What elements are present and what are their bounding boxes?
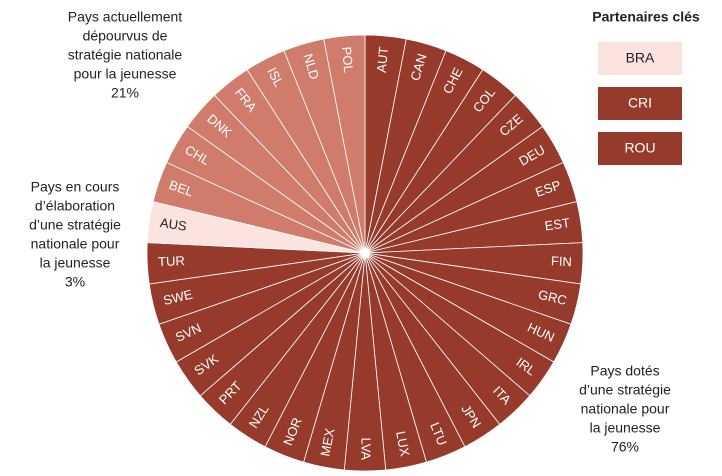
slice-label: POL bbox=[339, 46, 356, 73]
group-value-label: 21% bbox=[111, 85, 139, 101]
slice-label: EST bbox=[544, 215, 571, 233]
slice-label: MEX bbox=[317, 427, 337, 458]
group-value-label: 76% bbox=[611, 439, 639, 455]
slice-label: FIN bbox=[551, 253, 573, 269]
legend-label: BRA bbox=[626, 50, 655, 66]
legend-title: Partenaires clés bbox=[592, 9, 700, 25]
slice-label: SWE bbox=[162, 286, 195, 308]
legend-swatch bbox=[598, 87, 682, 120]
slice-label: NLD bbox=[300, 52, 322, 81]
group-label: Pays en cours bbox=[31, 179, 120, 195]
legend-label: ROU bbox=[624, 140, 655, 156]
pie-slice bbox=[323, 34, 366, 254]
group-label: Pays dotés bbox=[590, 363, 659, 379]
group-label: stratégie nationale bbox=[68, 47, 183, 63]
group-label: Pays actuellement bbox=[68, 9, 183, 25]
slice-label: LUX bbox=[393, 430, 413, 458]
slice-label: AUS bbox=[159, 215, 188, 234]
group-label: la jeunesse bbox=[40, 255, 111, 271]
slice-label: TUR bbox=[158, 253, 185, 269]
group-label: d’élaboration bbox=[35, 198, 115, 214]
group-label: nationale pour bbox=[581, 401, 670, 417]
slice-label: AUT bbox=[374, 46, 391, 73]
group-label: d’une stratégie bbox=[29, 217, 121, 233]
legend-label: CRI bbox=[628, 95, 652, 111]
legend-swatch bbox=[598, 42, 682, 75]
slice-label: GRC bbox=[537, 287, 569, 308]
legend-swatch bbox=[598, 132, 682, 165]
group-label: nationale pour bbox=[31, 236, 120, 252]
group-label: d’une stratégie bbox=[579, 382, 671, 398]
slice-label: CAN bbox=[407, 52, 429, 83]
group-label: la jeunesse bbox=[590, 420, 661, 436]
group-label: pour la jeunesse bbox=[74, 66, 177, 82]
slice-label: LVA bbox=[359, 437, 374, 460]
group-value-label: 3% bbox=[65, 274, 85, 290]
group-label: dépourvus de bbox=[83, 28, 168, 44]
